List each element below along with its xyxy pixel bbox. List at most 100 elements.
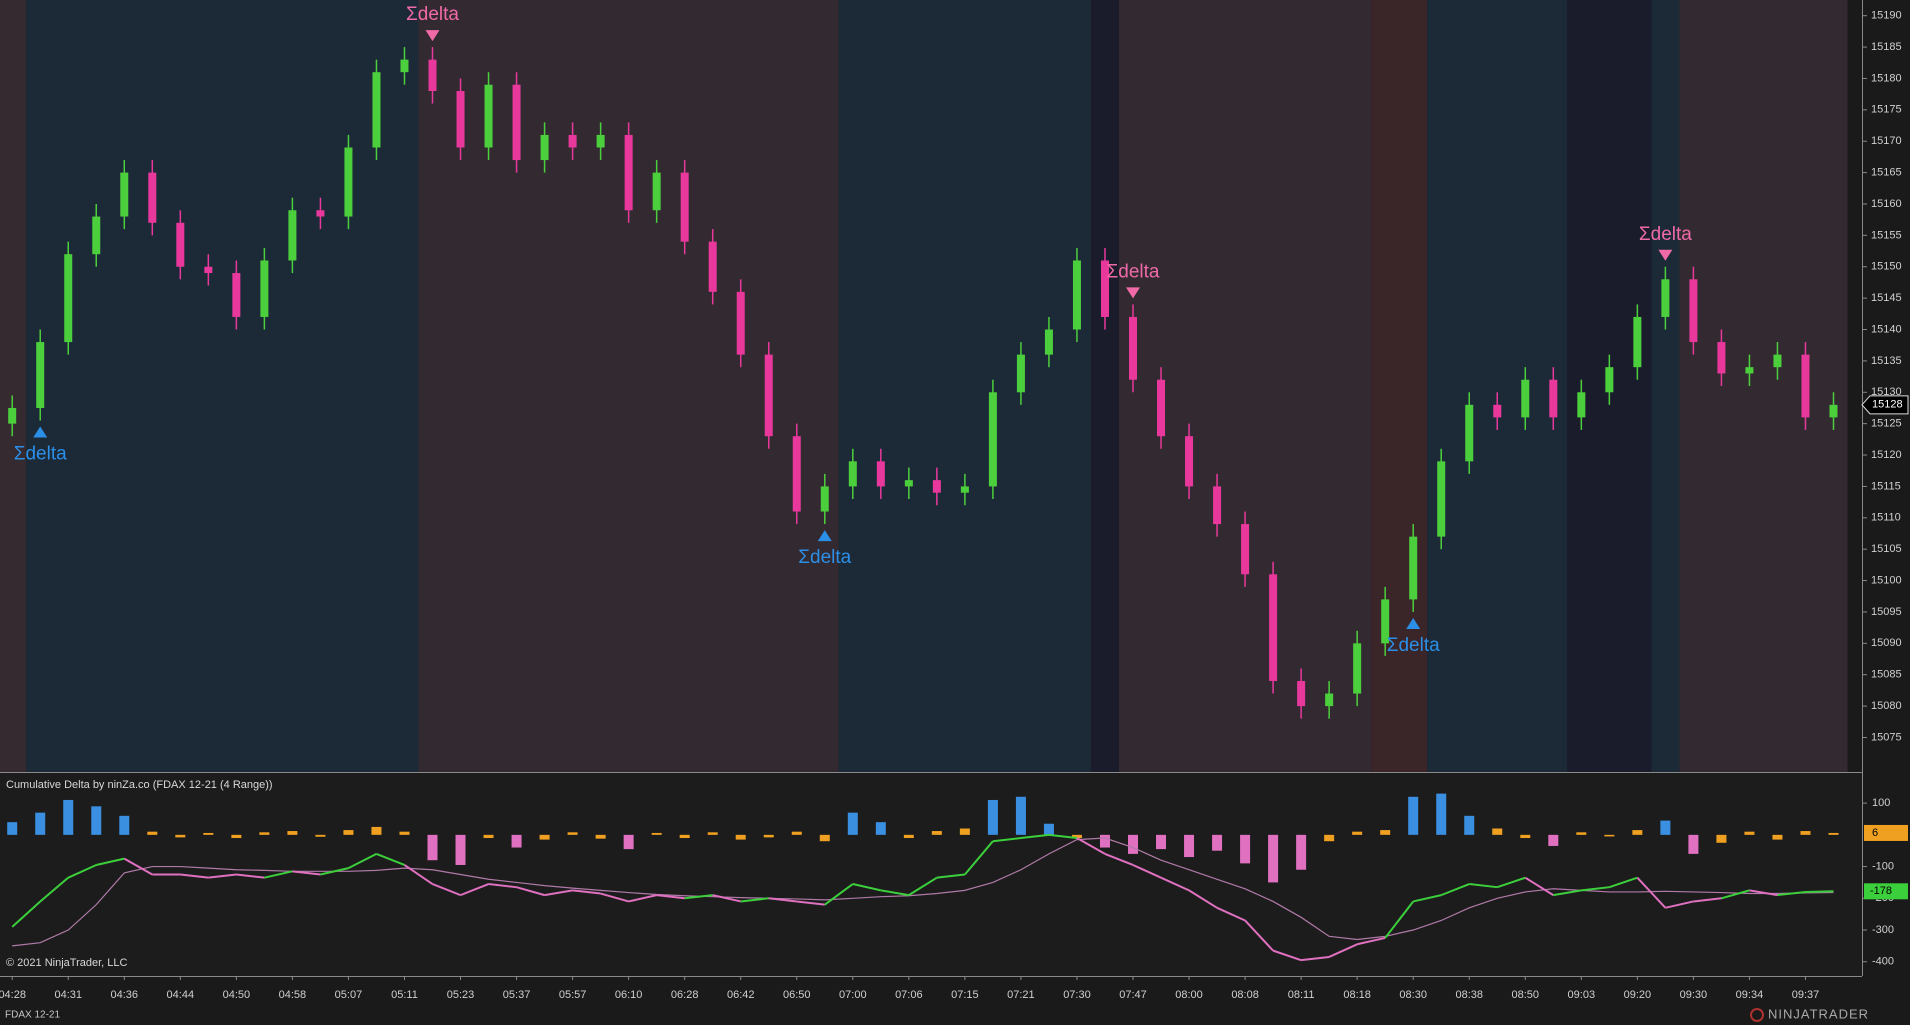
candle-body xyxy=(428,59,437,92)
last-cumdelta-box xyxy=(1864,883,1908,900)
cumulative-delta-segment xyxy=(1412,894,1442,903)
cumulative-delta-segment xyxy=(1076,837,1106,855)
x-tick-label: 05:11 xyxy=(391,989,418,1001)
delta-bar xyxy=(1744,831,1755,835)
y-tick-label: 100 xyxy=(1872,797,1890,809)
y-tick-label: 15080 xyxy=(1871,700,1902,712)
delta-bar xyxy=(1464,815,1475,835)
delta-bar xyxy=(903,834,914,839)
delta-bar xyxy=(931,831,942,835)
x-tick-label: 09:20 xyxy=(1624,989,1652,1001)
cumulative-delta-segment xyxy=(824,883,854,906)
cumulative-delta-segment xyxy=(992,837,1022,843)
delta-bar xyxy=(175,834,186,838)
delta-bar xyxy=(259,832,270,835)
trend-region xyxy=(1090,0,1119,772)
delta-bar xyxy=(847,812,858,835)
candle-body xyxy=(1325,693,1334,707)
delta-bar xyxy=(287,831,298,835)
cumulative-delta-segment xyxy=(628,894,657,903)
cumulative-delta-segment xyxy=(796,900,825,906)
candle-body xyxy=(1661,279,1670,317)
candle-body xyxy=(820,486,829,512)
delta-bar xyxy=(63,799,74,835)
x-tick-label: 08:30 xyxy=(1399,989,1427,1001)
candle-body xyxy=(988,392,997,487)
candle-body xyxy=(344,147,353,217)
x-tick-label: 08:00 xyxy=(1175,989,1203,1001)
cumulative-delta-segment xyxy=(1328,943,1358,958)
y-tick-label: 15110 xyxy=(1871,512,1901,524)
x-tick-label: 08:18 xyxy=(1343,989,1371,1001)
x-tick-label: 04:58 xyxy=(279,989,307,1001)
y-tick-label: 15075 xyxy=(1871,731,1902,743)
signal-label: Σdelta xyxy=(406,4,459,25)
y-tick-label: 15165 xyxy=(1871,167,1902,179)
candle-body xyxy=(708,241,717,292)
candle-body xyxy=(1157,379,1166,437)
y-tick-label: 15105 xyxy=(1871,543,1902,555)
delta-bar xyxy=(1772,834,1783,840)
cumulative-delta-segment xyxy=(572,889,601,895)
cumulative-delta-segment xyxy=(292,870,321,876)
delta-bar xyxy=(371,826,382,835)
y-tick-label: 15180 xyxy=(1871,72,1902,84)
x-tick-label: 05:57 xyxy=(559,989,587,1001)
delta-bar xyxy=(399,831,410,835)
signal-line xyxy=(12,837,1834,947)
trend-region xyxy=(1119,0,1372,772)
candle-body xyxy=(932,480,941,493)
x-tick-label: 05:23 xyxy=(447,989,475,1001)
candle-body xyxy=(1044,329,1053,355)
y-tick-label: 15155 xyxy=(1871,229,1902,241)
candle-body xyxy=(316,210,325,217)
x-tick-label: 08:11 xyxy=(1288,989,1315,1001)
candle-body xyxy=(1016,354,1025,393)
cumulative-delta-segment xyxy=(1188,889,1218,909)
signal-arrow xyxy=(425,30,440,42)
delta-bar xyxy=(1492,828,1503,835)
cumulative-delta-segment xyxy=(1665,900,1694,909)
trend-region xyxy=(1651,0,1680,772)
cumulative-delta-segment xyxy=(320,867,349,876)
signal-label: Σdelta xyxy=(1107,261,1160,282)
delta-bar xyxy=(763,834,774,838)
cumulative-delta-segment xyxy=(1636,876,1667,909)
y-tick-label: 15150 xyxy=(1871,261,1902,273)
signal-arrow xyxy=(1126,287,1140,299)
delta-bar xyxy=(315,834,326,837)
candle-body xyxy=(1745,367,1754,374)
y-tick-label: 15130 xyxy=(1871,386,1902,398)
y-tick-label: -300 xyxy=(1872,924,1894,936)
delta-bar xyxy=(91,806,102,835)
delta-bar xyxy=(1380,830,1391,835)
y-tick-label: 15185 xyxy=(1871,41,1902,53)
signal-arrow xyxy=(1658,249,1673,261)
cumulative-delta-segment xyxy=(1244,919,1274,952)
y-tick-label: 15115 xyxy=(1871,480,1901,492)
cumulative-delta-segment xyxy=(1104,852,1134,866)
delta-bar xyxy=(231,834,242,839)
y-tick-label: 15145 xyxy=(1871,292,1902,304)
y-tick-label: -100 xyxy=(1872,860,1894,872)
cumulative-delta-segment xyxy=(684,894,713,900)
delta-bar xyxy=(147,831,158,835)
cumulative-delta-segment xyxy=(1048,833,1078,840)
signal-label: Σdelta xyxy=(798,547,851,568)
cumulative-delta-segment xyxy=(1524,876,1554,896)
y-tick-label: 15090 xyxy=(1871,637,1902,649)
x-tick-label: 04:31 xyxy=(54,989,82,1001)
candle-body xyxy=(652,172,661,211)
x-tick-label: 06:10 xyxy=(615,989,643,1001)
candle-body xyxy=(1129,316,1137,380)
delta-bar xyxy=(343,830,354,835)
trend-region xyxy=(0,0,27,772)
cumulative-delta-segment xyxy=(1721,889,1750,900)
cumulative-delta-segment xyxy=(1553,889,1582,897)
candle-body xyxy=(568,134,577,148)
cumulative-delta-segment xyxy=(11,900,41,928)
y-tick-label: 15120 xyxy=(1871,449,1902,461)
copyright: © 2021 NinjaTrader, LLC xyxy=(6,957,127,969)
cumulative-delta-segment xyxy=(460,883,489,897)
brand: NINJATRADER xyxy=(1768,1006,1869,1021)
